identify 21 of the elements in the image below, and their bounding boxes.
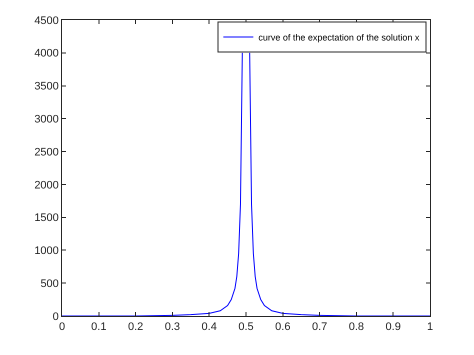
- y-tick-label: 3500: [34, 80, 59, 93]
- y-tick-label: 2500: [34, 146, 59, 158]
- y-tick-label: 2000: [34, 179, 59, 192]
- y-tick-label: 4500: [34, 14, 59, 27]
- x-tick-label: 0.1: [91, 321, 106, 334]
- x-tick-label: 0.7: [312, 321, 328, 334]
- x-tick-label: 0.9: [386, 321, 401, 334]
- y-tick-label: 3000: [34, 114, 59, 126]
- x-tick-label: 0.6: [275, 321, 290, 334]
- y-tick-label: 500: [40, 278, 59, 290]
- x-tick-label: 1: [426, 321, 434, 334]
- x-tick-label: 0.2: [128, 321, 144, 334]
- y-tick-label: 1500: [34, 212, 59, 224]
- y-tick-label: 0: [52, 310, 59, 323]
- x-tick-label: 0.4: [202, 321, 217, 334]
- x-tick-label: 0.3: [164, 321, 180, 334]
- x-tick-label: 0.8: [348, 321, 364, 334]
- legend-label: curve of the expectation of the solution x: [258, 32, 420, 42]
- x-tick-label: 0.5: [238, 321, 254, 334]
- y-tick-label: 4000: [34, 48, 59, 60]
- y-tick-label: 1000: [34, 245, 59, 258]
